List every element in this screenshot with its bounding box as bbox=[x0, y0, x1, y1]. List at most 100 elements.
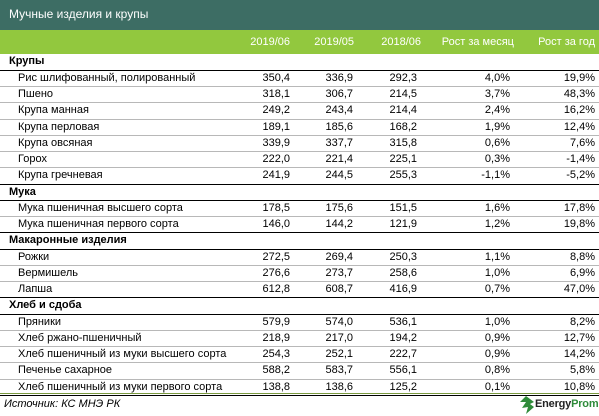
value-2019-05: 336,9 bbox=[294, 70, 357, 88]
product-name: Лапша bbox=[0, 281, 231, 299]
product-name: Рожки bbox=[0, 249, 231, 266]
value-2019-06: 339,9 bbox=[231, 135, 294, 153]
table-row: Лапша 612,8 608,7 416,9 0,7% 47,0% bbox=[0, 281, 599, 299]
category-label: Мука bbox=[0, 184, 599, 201]
column-header: 2019/05 bbox=[314, 36, 354, 48]
value-2019-05: 583,7 bbox=[294, 362, 357, 380]
column-header: 2018/06 bbox=[381, 36, 421, 48]
table-row: Мука пшеничная первого сорта 146,0 144,2 12… bbox=[0, 216, 599, 234]
table-row: Рис шлифованный, полированный 350,4 336,9 2… bbox=[0, 70, 599, 88]
value-2018-06: 225,1 bbox=[357, 151, 421, 169]
growth-year: 10,8% bbox=[514, 379, 599, 396]
table-row: Мука пшеничная высшего сорта 178,5 175,6 15… bbox=[0, 200, 599, 218]
growth-month: 1,6% bbox=[421, 200, 514, 218]
price-table: Крупы Рис шлифованный, полированный 350,4 3… bbox=[0, 54, 599, 396]
growth-month: 1,0% bbox=[421, 314, 514, 331]
value-2018-06: 292,3 bbox=[357, 70, 421, 88]
value-2018-06: 214,4 bbox=[357, 102, 421, 120]
source-note: Источник: КС МНЭ РК bbox=[4, 398, 121, 410]
value-2019-06: 249,2 bbox=[231, 102, 294, 120]
category-row: Крупы bbox=[0, 54, 599, 71]
value-2019-06: 318,1 bbox=[231, 86, 294, 104]
growth-year: 47,0% bbox=[514, 281, 599, 299]
category-row: Мука bbox=[0, 184, 599, 201]
value-2018-06: 250,3 bbox=[357, 249, 421, 266]
value-2018-06: 556,1 bbox=[357, 362, 421, 380]
table-row: Крупа манная 249,2 243,4 214,4 2,4% 16,2% bbox=[0, 102, 599, 120]
table-row: Хлеб ржано-пшеничный 218,9 217,0 194,2 0,9% 1… bbox=[0, 330, 599, 348]
growth-month: 0,9% bbox=[421, 346, 514, 364]
value-2019-05: 337,7 bbox=[294, 135, 357, 153]
growth-month: 0,1% bbox=[421, 379, 514, 396]
category-row: Хлеб и сдоба bbox=[0, 297, 599, 315]
value-2019-06: 178,5 bbox=[231, 200, 294, 218]
table-header-row: 2019/06 2019/05 2018/06 Рост за месяц Ро… bbox=[0, 30, 599, 54]
growth-year: 19,8% bbox=[514, 216, 599, 234]
table-row: Крупа овсяная 339,9 337,7 315,8 0,6% 7,6% bbox=[0, 135, 599, 153]
value-2019-06: 138,8 bbox=[231, 379, 294, 396]
table-row: Хлеб пшеничный из муки первого сорта 138,… bbox=[0, 379, 599, 396]
product-name: Мука пшеничная высшего сорта bbox=[0, 200, 231, 218]
value-2019-05: 269,4 bbox=[294, 249, 357, 266]
category-row: Макаронные изделия bbox=[0, 232, 599, 250]
value-2019-06: 189,1 bbox=[231, 119, 294, 136]
growth-year: 17,8% bbox=[514, 200, 599, 218]
table-row: Пряники 579,9 574,0 536,1 1,0% 8,2% bbox=[0, 314, 599, 331]
value-2019-05: 217,0 bbox=[294, 330, 357, 348]
table-row: Горох 222,0 221,4 225,1 0,3% -1,4% bbox=[0, 151, 599, 169]
table-row: Вермишель 276,6 273,7 258,6 1,0% 6,9% bbox=[0, 265, 599, 283]
column-header: 2019/06 bbox=[250, 36, 290, 48]
value-2019-05: 175,6 bbox=[294, 200, 357, 218]
table-row: Крупа перловая 189,1 185,6 168,2 1,9% 12,4% bbox=[0, 119, 599, 136]
product-name: Крупа перловая bbox=[0, 119, 231, 136]
value-2019-06: 146,0 bbox=[231, 216, 294, 234]
logo-wordmark: EnergyProm bbox=[535, 398, 599, 410]
value-2019-06: 612,8 bbox=[231, 281, 294, 299]
growth-year: -5,2% bbox=[514, 167, 599, 185]
value-2019-05: 221,4 bbox=[294, 151, 357, 169]
value-2019-06: 222,0 bbox=[231, 151, 294, 169]
growth-year: 5,8% bbox=[514, 362, 599, 380]
product-name: Хлеб пшеничный из муки высшего сорта bbox=[0, 346, 231, 364]
growth-year: -1,4% bbox=[514, 151, 599, 169]
value-2019-05: 574,0 bbox=[294, 314, 357, 331]
growth-month: 1,9% bbox=[421, 119, 514, 136]
value-2018-06: 121,9 bbox=[357, 216, 421, 234]
growth-month: -1,1% bbox=[421, 167, 514, 185]
growth-month: 0,8% bbox=[421, 362, 514, 380]
growth-month: 3,7% bbox=[421, 86, 514, 104]
table-row: Печенье сахарное 588,2 583,7 556,1 0,8% 5,8% bbox=[0, 362, 599, 380]
growth-month: 1,2% bbox=[421, 216, 514, 234]
growth-month: 0,7% bbox=[421, 281, 514, 299]
table-row: Крупа гречневая 241,9 244,5 255,3 -1,1% -5,2% bbox=[0, 167, 599, 185]
value-2019-06: 579,9 bbox=[231, 314, 294, 331]
table-row: Рожки 272,5 269,4 250,3 1,1% 8,8% bbox=[0, 249, 599, 266]
value-2019-06: 218,9 bbox=[231, 330, 294, 348]
table-row: Пшено 318,1 306,7 214,5 3,7% 48,3% bbox=[0, 86, 599, 104]
category-label: Хлеб и сдоба bbox=[0, 297, 599, 315]
growth-year: 8,2% bbox=[514, 314, 599, 331]
product-name: Крупа гречневая bbox=[0, 167, 231, 185]
value-2018-06: 416,9 bbox=[357, 281, 421, 299]
product-name: Горох bbox=[0, 151, 231, 169]
value-2019-05: 252,1 bbox=[294, 346, 357, 364]
product-name: Крупа манная bbox=[0, 102, 231, 120]
value-2019-05: 144,2 bbox=[294, 216, 357, 234]
value-2019-05: 185,6 bbox=[294, 119, 357, 136]
value-2019-06: 588,2 bbox=[231, 362, 294, 380]
value-2018-06: 222,7 bbox=[357, 346, 421, 364]
column-header: Рост за месяц bbox=[441, 36, 514, 48]
growth-year: 48,3% bbox=[514, 86, 599, 104]
growth-month: 0,6% bbox=[421, 135, 514, 153]
value-2019-06: 254,3 bbox=[231, 346, 294, 364]
growth-year: 8,8% bbox=[514, 249, 599, 266]
value-2019-05: 243,4 bbox=[294, 102, 357, 120]
value-2018-06: 315,8 bbox=[357, 135, 421, 153]
column-header: Рост за год bbox=[538, 36, 595, 48]
value-2019-06: 350,4 bbox=[231, 70, 294, 88]
value-2018-06: 255,3 bbox=[357, 167, 421, 185]
product-name: Пшено bbox=[0, 86, 231, 104]
growth-month: 0,3% bbox=[421, 151, 514, 169]
product-name: Мука пшеничная первого сорта bbox=[0, 216, 231, 234]
growth-year: 7,6% bbox=[514, 135, 599, 153]
